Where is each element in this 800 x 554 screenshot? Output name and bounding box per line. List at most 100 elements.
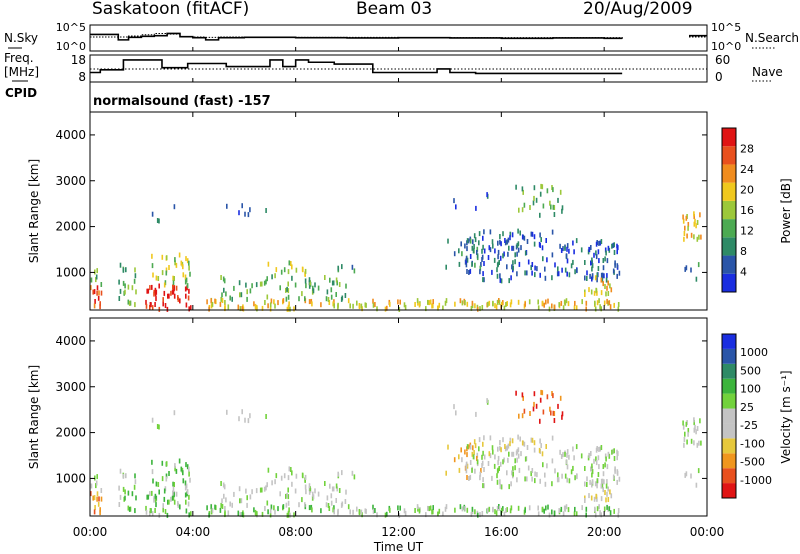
- power-echo-mark: [173, 204, 176, 210]
- power-echo-mark: [493, 257, 496, 263]
- power-echo-mark: [540, 237, 542, 243]
- power-echo-mark: [269, 306, 272, 312]
- velocity-echo-mark: [131, 491, 134, 497]
- power-echo-mark: [521, 207, 524, 213]
- power-echo-mark: [445, 264, 447, 270]
- power-echo-mark: [494, 303, 496, 309]
- velocity-echo-mark: [93, 495, 96, 501]
- power-echo-mark: [612, 268, 615, 274]
- power-echo-mark: [517, 299, 520, 305]
- power-echo-mark: [96, 285, 99, 291]
- power-echo-mark: [512, 260, 514, 266]
- velocity-echo-mark: [365, 508, 367, 514]
- power-echo-mark: [469, 254, 472, 259]
- velocity-echo-mark: [233, 491, 235, 497]
- power-echo-mark: [158, 283, 160, 289]
- power-echo-mark: [189, 271, 191, 277]
- power-echo-mark: [497, 254, 499, 260]
- power-echo-mark: [590, 289, 593, 295]
- velocity-echo-mark: [593, 458, 595, 464]
- power-echo-mark: [605, 277, 608, 283]
- velocity-echo-mark: [561, 414, 563, 420]
- velocity-echo-mark: [185, 499, 187, 505]
- power-echo-mark: [210, 303, 213, 309]
- velocity-echo-mark: [154, 493, 157, 499]
- velocity-echo-mark: [182, 478, 185, 484]
- velocity-echo-mark: [616, 469, 619, 475]
- power-echo-mark: [545, 238, 547, 243]
- velocity-echo-mark: [399, 505, 401, 511]
- nsky-line: [90, 32, 707, 41]
- xtick-label: 20:00: [587, 525, 622, 539]
- power-echo-mark: [282, 298, 285, 304]
- power-echo-mark: [471, 261, 473, 267]
- power-echo-mark: [428, 300, 431, 306]
- velocity-echo-mark: [548, 512, 551, 518]
- velocity-echo-mark: [564, 506, 567, 512]
- velocity-echo-mark: [695, 429, 697, 435]
- velocity-echo-mark: [259, 487, 262, 493]
- power-echo-mark: [530, 231, 533, 237]
- power-echo-mark: [291, 264, 293, 270]
- velocity-echo-mark: [482, 477, 484, 483]
- power-echo-mark: [259, 281, 262, 287]
- velocity-echo-mark: [93, 509, 96, 515]
- power-echo-mark: [465, 262, 468, 268]
- velocity-echo-mark: [684, 472, 686, 478]
- velocity-echo-mark: [693, 440, 695, 446]
- velocity-echo-mark: [607, 497, 610, 502]
- power-echo-mark: [479, 306, 481, 312]
- velocity-echo-mark: [161, 460, 164, 466]
- power-echo-mark: [133, 278, 136, 284]
- power-echo-mark: [562, 246, 564, 252]
- velocity-echo-mark: [593, 496, 596, 502]
- power-ytick-label: 1000: [55, 265, 86, 279]
- velocity-echo-mark: [540, 389, 542, 395]
- velocity-echo-mark: [690, 473, 692, 479]
- power-echo-mark: [698, 234, 700, 240]
- power-echo-mark: [589, 273, 591, 279]
- power-echo-mark: [526, 239, 529, 244]
- power-echo-mark: [466, 301, 469, 307]
- velocity-echo-mark: [333, 509, 335, 515]
- velocity-echo-mark: [135, 495, 137, 501]
- power-echo-mark: [351, 264, 354, 270]
- velocity-echo-mark: [283, 473, 286, 479]
- power-echo-mark: [118, 279, 120, 285]
- velocity-echo-mark: [600, 483, 603, 489]
- power-echo-mark: [504, 238, 506, 243]
- velocity-echo-mark: [442, 511, 444, 517]
- velocity-echo-mark: [149, 511, 151, 516]
- power-echo-mark: [261, 305, 264, 311]
- power-echo-mark: [502, 300, 504, 306]
- velocity-echo-mark: [565, 504, 568, 510]
- velocity-echo-mark: [483, 483, 485, 489]
- velocity-echo-mark: [220, 502, 222, 508]
- power-echo-mark: [551, 252, 554, 258]
- velocity-echo-mark: [500, 484, 503, 490]
- power-echo-mark: [432, 299, 434, 305]
- power-echo-mark: [599, 240, 602, 246]
- velocity-echo-mark: [476, 455, 478, 461]
- velocity-echo-mark: [481, 454, 483, 460]
- velocity-echo-mark: [482, 450, 484, 456]
- velocity-echo-mark: [464, 449, 466, 455]
- power-echo-mark: [479, 265, 482, 271]
- power-echo-mark: [498, 299, 501, 305]
- velocity-echo-mark: [465, 462, 468, 468]
- velocity-echo-mark: [533, 391, 536, 397]
- velocity-echo-mark: [499, 483, 502, 489]
- power-echo-mark: [341, 295, 344, 301]
- power-echo-mark: [507, 237, 510, 243]
- power-echo-mark: [616, 263, 619, 269]
- velocity-echo-mark: [317, 491, 320, 497]
- power-echo-mark: [508, 278, 510, 284]
- velocity-echo-mark: [549, 406, 551, 412]
- velocity-echo-mark: [588, 493, 590, 499]
- power-echo-mark: [562, 305, 565, 311]
- velocity-colorbar-label: Velocity [m s⁻¹]: [779, 370, 793, 463]
- power-echo-mark: [512, 265, 514, 271]
- velocity-echo-mark: [546, 463, 548, 469]
- power-echo-mark: [173, 293, 176, 299]
- power-echo-mark: [510, 275, 512, 281]
